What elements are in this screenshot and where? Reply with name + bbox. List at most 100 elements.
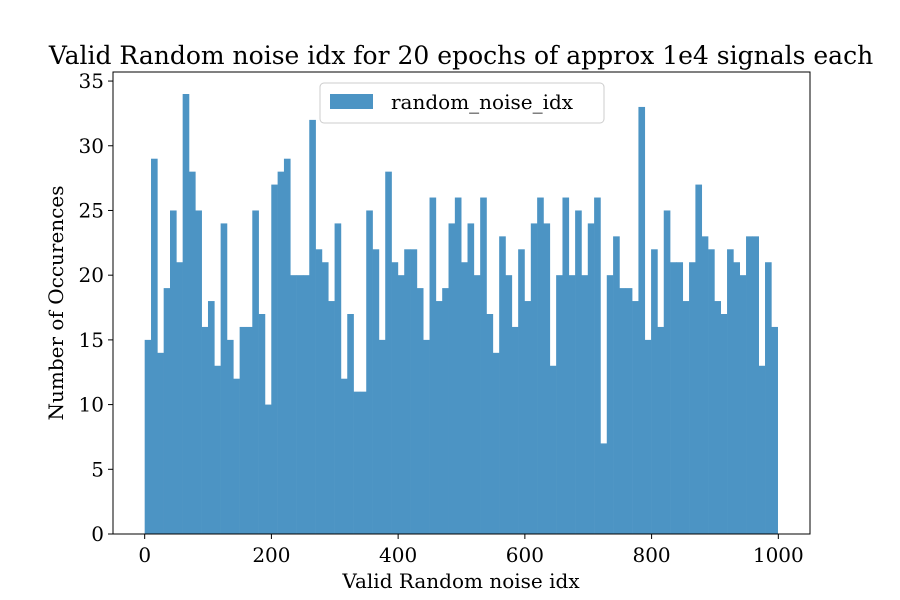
histogram-bar: [239, 326, 247, 534]
chart-title: Valid Random noise idx for 20 epochs of …: [48, 41, 873, 70]
histogram-bar: [613, 236, 620, 534]
histogram-bar: [296, 275, 304, 534]
histogram-bar: [220, 223, 228, 535]
histogram-bar: [461, 262, 468, 534]
histogram-bar: [423, 339, 430, 534]
histogram-bar: [315, 249, 323, 534]
y-tick-label: 25: [79, 198, 104, 222]
histogram-bar: [644, 339, 652, 534]
histogram-bar: [492, 352, 500, 534]
histogram-bar: [163, 288, 171, 534]
histogram-bar: [277, 171, 285, 534]
histogram-bar: [233, 378, 240, 534]
x-axis-ticks: 0 200 400 600 800 1000: [138, 534, 804, 567]
histogram-bar: [157, 352, 164, 534]
histogram-bar: [543, 223, 551, 535]
histogram-bar: [271, 184, 278, 534]
histogram-bar: [486, 314, 494, 534]
histogram-bar: [264, 404, 272, 534]
legend-frame: [319, 82, 605, 124]
histogram-bar: [397, 275, 405, 534]
x-tick-label: 0: [138, 543, 151, 567]
histogram-bar: [391, 262, 399, 534]
histogram-bar: [632, 301, 639, 534]
x-tick-label: 800: [632, 543, 670, 567]
histogram-bar: [511, 326, 519, 534]
histogram-bar: [473, 275, 481, 534]
histogram-bar: [207, 301, 215, 534]
histogram-bar: [378, 339, 386, 534]
histogram-bar: [151, 158, 158, 535]
histogram-bar: [556, 275, 563, 534]
y-tick-label: 15: [79, 328, 104, 352]
histogram-bar: [587, 223, 595, 535]
y-tick-label: 10: [79, 393, 104, 417]
histogram-bar: [404, 249, 411, 534]
histogram-bar: [670, 262, 677, 534]
histogram-bar: [245, 326, 253, 534]
histogram-bar: [758, 365, 766, 534]
histogram-bar: [708, 249, 715, 534]
histogram-bar: [467, 223, 475, 535]
histogram-bar: [290, 275, 297, 534]
y-axis-label: Number of Occurences: [44, 186, 68, 421]
histogram-bar: [435, 301, 443, 534]
histogram-bar: [568, 275, 576, 534]
histogram-bar: [144, 339, 152, 534]
legend-label-random-noise-idx: random_noise_idx: [391, 90, 574, 114]
histogram-bar: [416, 288, 424, 534]
histogram-bar: [657, 326, 665, 534]
legend: random_noise_idx: [319, 82, 605, 124]
y-axis-ticks: 0 5 10 15 20 25 30 35: [79, 69, 113, 546]
histogram-bar: [720, 314, 728, 534]
histogram-bar: [321, 262, 329, 534]
histogram-bar: [663, 210, 671, 534]
histogram-bar: [170, 210, 177, 534]
histogram-bar: [771, 326, 778, 534]
histogram-bar: [676, 262, 684, 534]
x-axis-label: Valid Random noise idx: [341, 569, 580, 593]
y-tick-label: 35: [79, 69, 104, 93]
histogram-bar: [530, 223, 538, 535]
x-tick-label: 200: [252, 543, 290, 567]
histogram-bar: [252, 210, 259, 534]
histogram-bar: [549, 365, 557, 534]
histogram-bar: [600, 443, 608, 534]
histogram-bar: [499, 236, 506, 534]
histogram-bar: [625, 288, 633, 534]
y-tick-label: 0: [91, 522, 104, 546]
x-tick-label: 1000: [753, 543, 804, 567]
histogram-bar: [302, 275, 310, 534]
histogram-bar: [353, 391, 361, 534]
histogram-bar: [594, 197, 601, 534]
histogram-bar: [448, 223, 456, 535]
histogram-bar: [385, 171, 392, 534]
histogram-bar: [689, 262, 696, 534]
histogram-bar: [651, 249, 658, 534]
histogram-bar: [746, 236, 753, 534]
histogram-bar: [359, 391, 367, 534]
histogram-bar: [619, 288, 627, 534]
histogram-bar: [283, 158, 291, 535]
histogram-bar: [765, 262, 772, 534]
histogram-bar: [372, 249, 380, 534]
histogram-bar: [188, 171, 196, 534]
histogram-bar: [581, 275, 589, 534]
histogram-bar: [638, 106, 646, 535]
histogram-bar: [701, 236, 709, 534]
y-tick-label: 20: [79, 263, 104, 287]
histogram-bar: [201, 326, 209, 534]
x-tick-label: 600: [506, 543, 544, 567]
histogram-bar: [334, 223, 342, 535]
histogram-bar: [562, 197, 570, 534]
histogram-bar: [752, 236, 759, 534]
bars-group: [144, 94, 778, 535]
histogram-bar: [442, 288, 449, 534]
legend-swatch: [330, 94, 373, 109]
histogram-bar: [195, 210, 202, 534]
histogram-bar: [524, 301, 532, 534]
y-tick-label: 5: [91, 457, 104, 481]
histogram-bar: [258, 314, 266, 534]
histogram-bar: [226, 339, 234, 534]
